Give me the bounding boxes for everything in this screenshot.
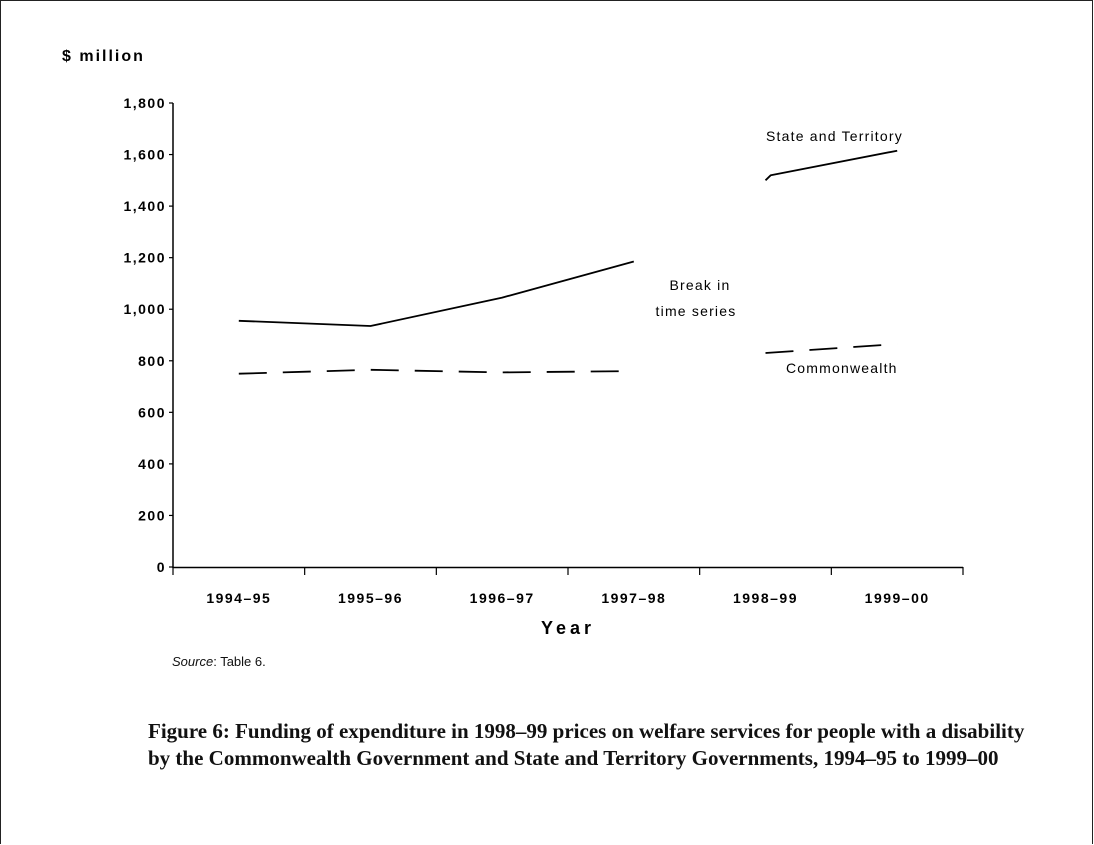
line-chart: $ million 0 200 400 600 800 1,000 1,200 1,400 1,…: [62, 48, 964, 638]
x-axis: 1994–95 1995–96 1996–97 1997–98 1998–99 1999–…: [172, 566, 964, 606]
x-axis-title: Year: [541, 618, 595, 638]
series-line-state-and-territory-segment-2: [764, 149, 898, 181]
y-tick-label: 600: [138, 404, 166, 420]
x-tick-label: 1995–96: [338, 590, 403, 606]
source-note: Source: Table 6.: [172, 654, 266, 669]
series-line-commonwealth-segment-2: [765, 343, 898, 354]
break-annotation-line1: Break in: [670, 277, 731, 293]
source-text: : Table 6.: [213, 654, 266, 669]
series-layer: [238, 149, 898, 375]
x-tick-label: 1999–00: [865, 590, 930, 606]
series-line-state-and-territory-segment-1: [238, 260, 635, 327]
y-tick-label: 800: [138, 353, 166, 369]
y-tick-label: 200: [138, 507, 166, 523]
y-tick-label: 1,200: [123, 250, 166, 266]
y-tick-label: 1,400: [123, 198, 166, 214]
y-tick-label: 1,000: [123, 301, 166, 317]
y-axis: 0 200 400 600 800 1,000 1,200 1,400 1,600 1,800: [123, 95, 174, 575]
y-tick-label: 0: [157, 559, 166, 575]
series-label-commonwealth: Commonwealth: [786, 360, 898, 376]
figure-caption: Figure 6: Funding of expenditure in 1998…: [148, 719, 1025, 770]
break-annotation-line2: time series: [656, 303, 737, 319]
y-tick-label: 1,800: [123, 95, 166, 111]
y-tick-label: 400: [138, 456, 166, 472]
source-label: Source: [172, 654, 214, 669]
x-tick-label: 1996–97: [470, 590, 535, 606]
series-label-state-territory: State and Territory: [766, 128, 903, 144]
series-line-commonwealth-segment-1: [238, 368, 634, 375]
y-axis-label: $ million: [62, 48, 145, 65]
x-tick-label: 1997–98: [601, 590, 666, 606]
x-tick-label: 1998–99: [733, 590, 798, 606]
y-tick-label: 1,600: [123, 147, 166, 163]
x-tick-label: 1994–95: [206, 590, 271, 606]
